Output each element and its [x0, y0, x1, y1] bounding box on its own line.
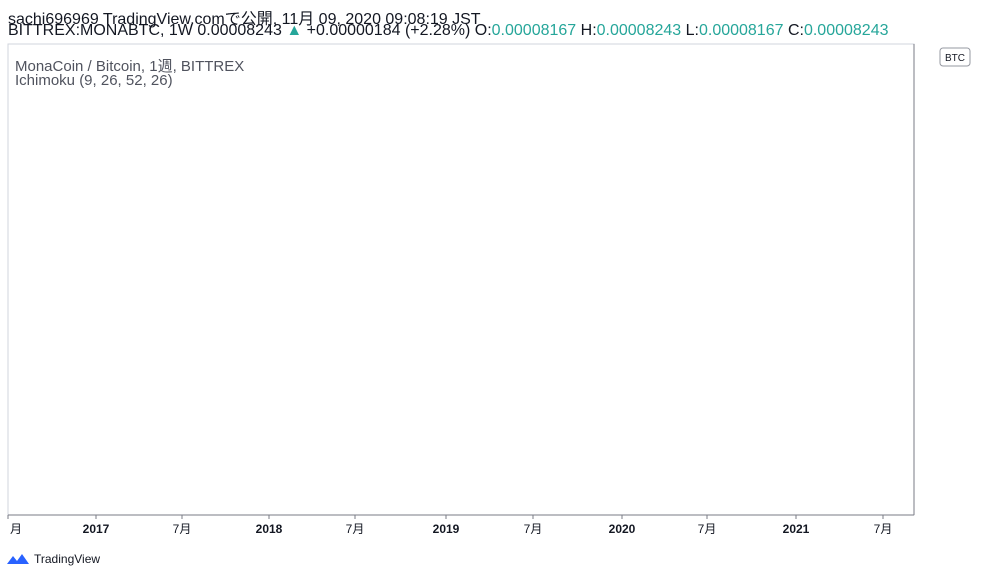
time-tick-label: 2017 — [83, 522, 110, 536]
time-tick-label: 月 — [10, 522, 22, 536]
price-change: +0.00000184 (+2.28%) — [306, 22, 471, 39]
time-tick-label: 7月 — [346, 522, 365, 536]
time-tick-label: 2019 — [433, 522, 460, 536]
tradingview-footer[interactable]: TradingView — [6, 552, 100, 566]
chart-legend-title: MonaCoin / Bitcoin, 1週, BITTREX — [15, 58, 245, 75]
close-label: C: — [787, 22, 804, 39]
publish-info: sachi696969 TradingView.comで公開, 11月 09, … — [8, 11, 481, 28]
tradingview-brand: TradingView — [34, 552, 101, 566]
time-tick-label: 2018 — [256, 522, 283, 536]
time-tick-label: 7月 — [173, 522, 192, 536]
symbol-info: BITTREX:MONABTC, 1W 0.00008243 — [8, 22, 282, 39]
ichimoku-legend: Ichimoku (9, 26, 52, 26) — [15, 72, 173, 89]
plot-area[interactable] — [7, 43, 915, 516]
time-axis[interactable]: 月 2017 7月 2018 7月 2019 7月 2020 7月 2021 7月 — [7, 514, 914, 536]
ohlc-bar: BITTREX:MONABTC, 1W 0.00008243 ▲ +0.0000… — [8, 22, 888, 40]
price-axis[interactable]: BTC0.00008243 — [913, 0, 995, 515]
currency-badge-label: BTC — [945, 53, 965, 64]
open-label: O: — [474, 22, 492, 39]
time-tick-label: 2020 — [609, 522, 636, 536]
up-arrow-icon: ▲ — [286, 22, 303, 39]
open-value: 0.00008167 — [491, 22, 577, 39]
high-value: 0.00008243 — [596, 22, 682, 39]
low-value: 0.00008167 — [698, 22, 784, 39]
time-tick-label: 2021 — [783, 522, 810, 536]
tradingview-logo-icon — [7, 554, 29, 564]
time-tick-label: 7月 — [524, 522, 543, 536]
currency-badge — [939, 47, 971, 67]
high-label: H: — [580, 22, 597, 39]
low-label: L: — [685, 22, 699, 39]
close-value: 0.00008243 — [803, 22, 889, 39]
time-tick-label: 7月 — [874, 522, 893, 536]
time-tick-label: 7月 — [698, 522, 717, 536]
